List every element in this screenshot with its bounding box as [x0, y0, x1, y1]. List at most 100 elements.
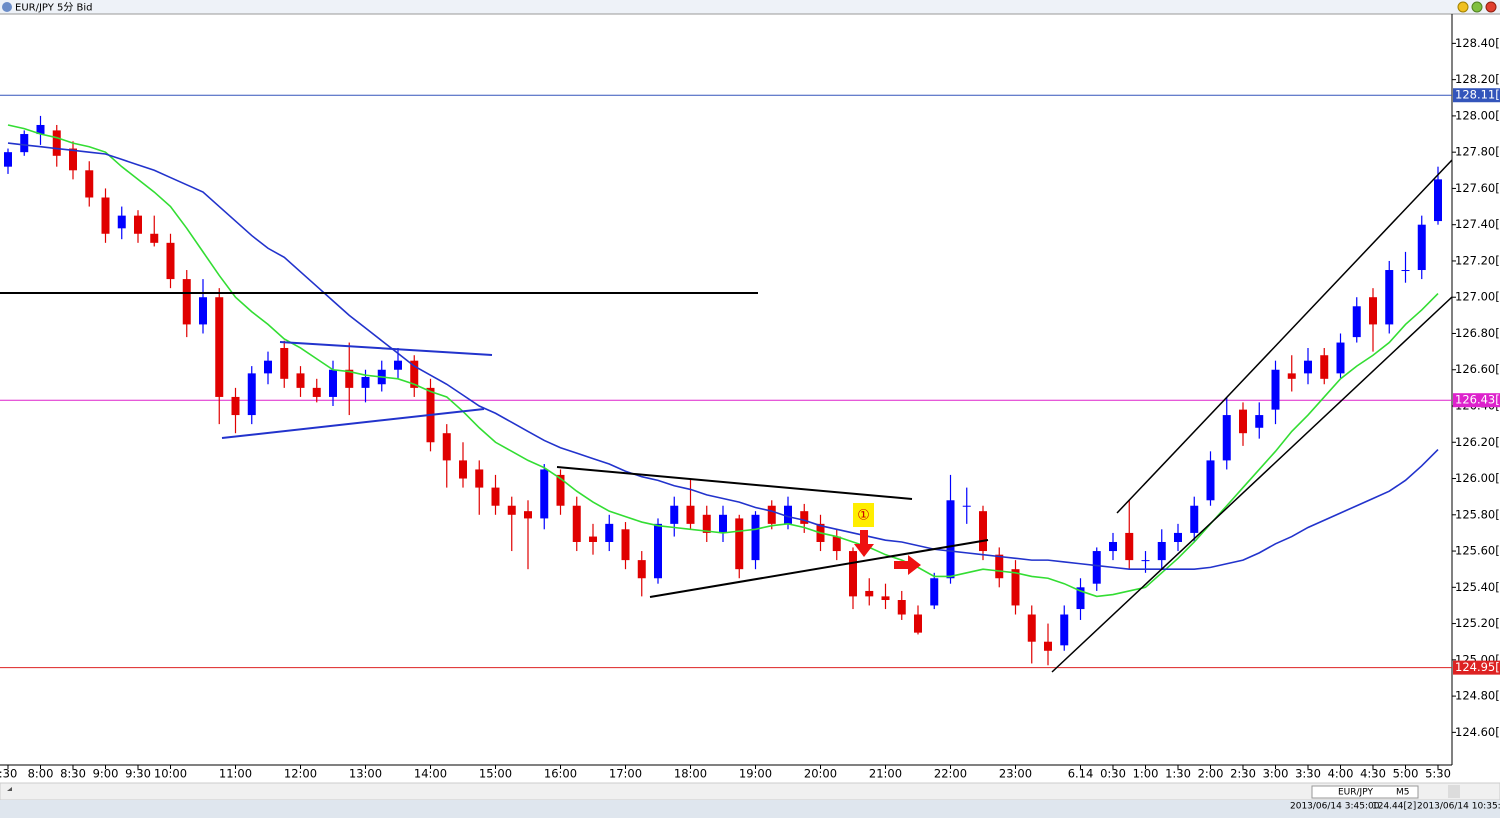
- candle-body: [475, 469, 484, 488]
- window-title: EUR/JPY 5分 Bid: [15, 2, 93, 14]
- candle-body: [1060, 614, 1069, 646]
- price-tag-label: 126.43[2: [1455, 393, 1500, 407]
- trend-line[interactable]: [649, 539, 989, 598]
- trend-line[interactable]: [556, 466, 913, 500]
- candle-body: [166, 242, 175, 280]
- price-tag-label: 124.95[7: [1455, 660, 1500, 674]
- moving-average: [7, 124, 1439, 598]
- y-tick-label: 125.80[: [1455, 507, 1500, 521]
- candle-body: [589, 536, 597, 542]
- candle-body: [914, 614, 922, 633]
- candle-body: [296, 373, 305, 388]
- y-tick-label: 126.20[: [1455, 435, 1500, 449]
- candle-body: [621, 529, 630, 561]
- x-tick-label: 1:00: [1133, 767, 1159, 781]
- trend-line[interactable]: [279, 341, 493, 356]
- y-tick-label: 127.40[: [1455, 217, 1500, 231]
- candle-body: [670, 505, 679, 524]
- candle-body: [1239, 409, 1247, 434]
- candle-body: [849, 551, 857, 597]
- price-tag-label: 128.11[4: [1455, 88, 1500, 102]
- candle-body: [442, 433, 451, 461]
- status-bar-time: 2013/06/14 3:45:00: [1290, 802, 1380, 812]
- candle-body: [1336, 342, 1345, 374]
- x-tick-label: 17:00: [609, 767, 642, 781]
- candle-body: [134, 215, 142, 234]
- close-button[interactable]: [1485, 1, 1497, 13]
- x-tick-label: 8:30: [60, 767, 86, 781]
- candle-body: [832, 536, 841, 552]
- candle-body: [1222, 415, 1231, 461]
- candle-body: [719, 514, 727, 533]
- price-tag: [1453, 88, 1500, 103]
- x-tick-label: 20:00: [804, 767, 837, 781]
- candle-body: [1190, 505, 1199, 533]
- down-arrow: [854, 530, 874, 557]
- candle-body: [1206, 460, 1215, 501]
- candle-body: [1141, 560, 1150, 562]
- x-tick-label: 1:30: [1165, 767, 1191, 781]
- y-tick-label: 128.20[: [1455, 72, 1500, 86]
- y-tick-label: 128.40[: [1455, 36, 1500, 50]
- symbol-selector[interactable]: [1311, 785, 1419, 799]
- channel-line[interactable]: [1051, 296, 1453, 673]
- candle-body: [1385, 270, 1394, 325]
- x-tick-label: 3:00: [1263, 767, 1289, 781]
- status-bar: [0, 800, 1500, 818]
- candle-body: [329, 369, 337, 397]
- status-bar-price: 124.44[2]: [1372, 802, 1416, 812]
- annotation-box: [853, 503, 874, 527]
- candle-body: [1157, 541, 1166, 561]
- candle-body: [1401, 270, 1410, 272]
- candle-body: [182, 279, 191, 325]
- status-symbol: EUR/JPY: [1338, 788, 1373, 798]
- x-tick-label: 6.14: [1068, 767, 1094, 781]
- trend-line[interactable]: [221, 408, 485, 439]
- scroll-left[interactable]: [7, 787, 13, 795]
- candle-body: [735, 518, 744, 570]
- candle-body: [345, 369, 354, 388]
- scroll-thumb[interactable]: [1448, 785, 1460, 798]
- y-tick-label: 127.20[: [1455, 253, 1500, 267]
- x-tick-label: 23:00: [999, 767, 1032, 781]
- candle-body: [946, 500, 955, 579]
- candle-body: [36, 124, 45, 135]
- y-tick-label: 125.60[: [1455, 544, 1500, 558]
- candle-body: [231, 396, 240, 416]
- candle-body: [491, 487, 500, 506]
- scrollbar[interactable]: [0, 782, 1500, 801]
- x-tick-label: 9:00: [93, 767, 119, 781]
- candle-body: [1369, 297, 1377, 325]
- channel-line[interactable]: [1116, 159, 1453, 514]
- y-tick-label: 127.00[: [1455, 290, 1500, 304]
- title-bar: [0, 0, 1500, 14]
- candle-body: [1304, 360, 1312, 374]
- candle-body: [962, 505, 971, 507]
- right-arrow: [894, 555, 921, 575]
- maximize-button[interactable]: [1471, 1, 1483, 13]
- candle-body: [1092, 551, 1101, 584]
- x-tick-label: 2:30: [1230, 767, 1256, 781]
- x-tick-label: 19:00: [739, 767, 772, 781]
- candle-body: [767, 505, 776, 524]
- candle-body: [459, 460, 467, 479]
- minimize-button[interactable]: [1457, 1, 1469, 13]
- candle-body: [995, 554, 1004, 579]
- y-tick-label: 126.00[: [1455, 471, 1500, 485]
- x-tick-label: 4:00: [1328, 767, 1354, 781]
- x-tick-label: 8:00: [28, 767, 54, 781]
- candle-body: [1011, 569, 1020, 606]
- candle-body: [394, 360, 402, 370]
- y-tick-label: 125.40[: [1455, 580, 1500, 594]
- candle-body: [784, 505, 792, 524]
- candle-body: [751, 514, 760, 561]
- x-tick-label: 21:00: [869, 767, 902, 781]
- candle-body: [247, 373, 256, 416]
- x-tick-label: 5:00: [1393, 767, 1419, 781]
- x-tick-label: 22:00: [934, 767, 967, 781]
- window-icon: [2, 2, 12, 12]
- y-tick-label: 124.80[: [1455, 689, 1500, 703]
- candle-body: [1434, 179, 1442, 222]
- candle-body: [101, 197, 110, 234]
